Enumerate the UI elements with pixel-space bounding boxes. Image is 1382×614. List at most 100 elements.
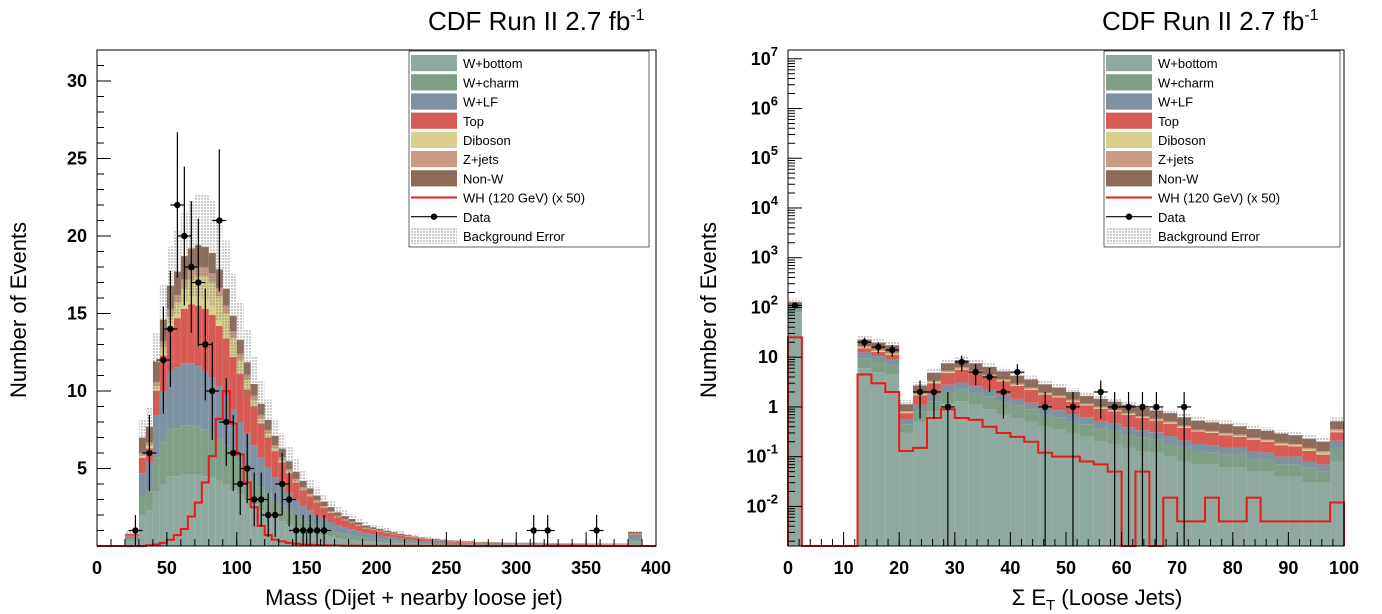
stack-bar-wcharm (180, 425, 188, 475)
stack-bar-wlf (271, 477, 279, 502)
legend-item: Non-W (411, 170, 504, 187)
stack-bar-top (940, 373, 955, 385)
stack-bar-diboson (940, 371, 955, 374)
background-error-band (313, 487, 321, 505)
stack-bar-top (229, 356, 237, 410)
stack-bar-wlf (215, 386, 223, 440)
background-error-band (439, 538, 447, 541)
stack-bar-wlf (453, 542, 461, 544)
data-point (170, 132, 185, 278)
stack-bar-wcharm (390, 540, 398, 543)
stack-bar-wcharm (418, 542, 426, 545)
stack-bar-wlf (180, 363, 188, 426)
stack-bar-wbottom (1218, 467, 1233, 546)
data-point (871, 342, 886, 354)
stack-bar-top (474, 542, 489, 544)
stack-bar-wlf (502, 543, 517, 545)
stack-bar-wlf (460, 543, 468, 545)
data-point (540, 515, 555, 546)
stack-bar-wcharm (187, 425, 195, 475)
legend-item: Diboson (1106, 131, 1206, 148)
stack-bar-wbottom (327, 536, 335, 546)
data-point (857, 337, 872, 348)
svg-text:Data: Data (463, 210, 491, 225)
stack-bar-wlf (940, 384, 955, 392)
x-tick-label: 50 (157, 558, 177, 578)
stack-bar-wcharm (383, 540, 391, 543)
stack-bar-wlf (439, 542, 447, 544)
stack-bar-wlf (327, 521, 335, 531)
background-error-band (341, 510, 349, 522)
stack-bar-wbottom (1232, 467, 1247, 546)
stack-bar-top (467, 542, 475, 544)
stack-bar-wbottom (1024, 421, 1039, 546)
stack-bar-wcharm (453, 543, 461, 545)
stack-bar-top (313, 502, 321, 515)
stack-bar-wlf (446, 542, 454, 544)
stack-bar-wbottom (1330, 461, 1344, 546)
stack-bar-zjets (1232, 434, 1247, 437)
stack-bar-wbottom (180, 474, 188, 546)
right-x-ticks: 0 10 20 30 40 50 60 70 80 90 100 (783, 532, 1359, 578)
stack-bar-wbottom (1010, 417, 1025, 546)
stack-bar-top (355, 525, 363, 532)
stack-bar-wbottom (208, 477, 216, 546)
stack-bar-wlf (1330, 440, 1344, 448)
svg-text:Non-W: Non-W (463, 171, 504, 186)
background-error-band (201, 194, 209, 300)
stack-bar-top (871, 351, 886, 357)
stack-bar-wlf (173, 367, 181, 429)
stack-bar-wcharm (369, 538, 377, 542)
stack-bar-top (1191, 431, 1205, 444)
background-error-band (152, 332, 160, 391)
stack-bar-wcharm (1024, 409, 1039, 422)
stack-bar-top (425, 539, 433, 542)
background-error-band (278, 433, 286, 465)
stack-bar-diboson (1205, 432, 1219, 433)
stack-bar-top (446, 541, 454, 543)
legend-item: Z+jets (1106, 151, 1194, 168)
stack-bar-wbottom (243, 499, 251, 546)
stack-bar-wbottom (215, 480, 223, 546)
stack-bar-wcharm (460, 544, 468, 545)
stack-bar-wbottom (404, 543, 412, 546)
stack-bar-wcharm (439, 543, 447, 545)
y-tick-label: 5 (77, 459, 87, 479)
background-error-band (927, 369, 941, 378)
background-error-band (369, 523, 377, 531)
stack-bar-top (250, 406, 258, 446)
stack-bar-zjets (1191, 429, 1205, 431)
x-tick-label: 30 (945, 558, 965, 578)
stack-bar-top (1052, 397, 1066, 411)
data-point (913, 380, 927, 419)
stack-bar-nonw (1274, 433, 1289, 443)
stack-bar-top (885, 354, 900, 359)
x-tick-label: 70 (1167, 558, 1187, 578)
data-point (156, 306, 171, 414)
legend-item: Background Error (411, 227, 566, 244)
data-point (1121, 391, 1136, 546)
sumet-plot-panel: CDF Run II 2.7 fb-1 0 10 20 30 40 50 60 70 80 90 1… (696, 6, 1359, 614)
stack-bar-wbottom (229, 490, 237, 546)
stack-bar-wlf (885, 358, 900, 365)
stack-bar-wbottom (927, 411, 941, 546)
background-error-band (1163, 409, 1178, 418)
x-tick-label: 60 (1112, 558, 1132, 578)
data-point (1149, 391, 1164, 546)
stack-bar-wcharm (899, 424, 914, 433)
background-error-band (397, 531, 405, 536)
stack-bar-top (173, 318, 181, 368)
stack-bar-wlf (1260, 452, 1275, 459)
x-tick-label: 150 (292, 558, 322, 578)
stack-bar-wcharm (124, 539, 139, 542)
stack-bar-top (411, 537, 419, 541)
stack-bar-wcharm (1232, 454, 1247, 468)
stack-bar-top (1246, 439, 1261, 452)
background-error-band (558, 542, 573, 544)
stack-bar-top (1010, 385, 1025, 399)
background-error-band (1079, 392, 1094, 401)
stack-bar-wbottom (1191, 464, 1205, 546)
stack-bar-wbottom (383, 542, 391, 546)
data-point (226, 415, 241, 491)
stack-bar-wlf (138, 473, 146, 497)
